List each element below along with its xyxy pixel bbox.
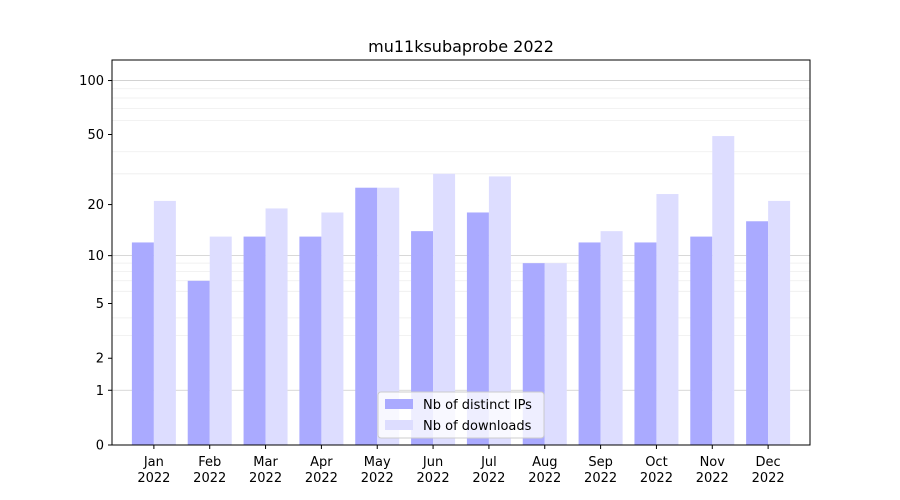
y-tick-label: 100 bbox=[79, 74, 104, 89]
bar bbox=[377, 187, 400, 445]
legend: Nb of distinct IPs Nb of downloads bbox=[377, 391, 545, 439]
bar bbox=[209, 236, 232, 445]
x-tick-label: Dec 2022 bbox=[752, 455, 785, 486]
bar bbox=[433, 173, 456, 446]
bar bbox=[131, 242, 154, 445]
y-tick-label: 2 bbox=[96, 352, 104, 367]
x-tick-label: Jul 2022 bbox=[472, 455, 505, 486]
bar bbox=[187, 280, 210, 445]
bar bbox=[153, 200, 176, 445]
bar bbox=[355, 187, 378, 445]
x-tick-label: Apr 2022 bbox=[305, 455, 338, 486]
bar bbox=[746, 221, 769, 445]
bar bbox=[768, 200, 791, 445]
bar bbox=[578, 242, 601, 445]
x-tick-label: Oct 2022 bbox=[640, 455, 673, 486]
bar bbox=[488, 176, 511, 445]
y-tick-label: 5 bbox=[96, 297, 104, 312]
x-tick-label: Aug 2022 bbox=[528, 455, 561, 486]
chart-title: mu11ksubaprobe 2022 bbox=[368, 37, 554, 56]
y-tick-label: 50 bbox=[87, 128, 104, 143]
legend-label: Nb of distinct IPs bbox=[423, 398, 532, 413]
bar bbox=[466, 212, 489, 445]
y-tick-label: 1 bbox=[96, 384, 104, 399]
bar bbox=[299, 236, 322, 445]
bar bbox=[656, 194, 679, 445]
x-tick-label: Nov 2022 bbox=[696, 455, 729, 486]
x-tick-label: Jun 2022 bbox=[417, 455, 450, 486]
bar bbox=[243, 236, 266, 445]
x-axis: Jan 2022 Feb 2022 Mar 2022 Apr 2022 May 2022 Jun 20… bbox=[137, 445, 785, 486]
y-tick-label: 0 bbox=[96, 439, 104, 454]
bar bbox=[321, 212, 344, 445]
bar bbox=[265, 208, 288, 445]
bar bbox=[690, 236, 713, 445]
legend-box bbox=[377, 391, 545, 439]
bar bbox=[634, 242, 657, 445]
y-tick-label: 20 bbox=[87, 198, 104, 213]
x-tick-label: May 2022 bbox=[361, 455, 394, 486]
x-tick-label: Mar 2022 bbox=[249, 455, 282, 486]
bar bbox=[600, 231, 623, 445]
x-tick-label: Feb 2022 bbox=[193, 455, 226, 486]
x-tick-label: Jan 2022 bbox=[137, 455, 170, 486]
legend-label: Nb of downloads bbox=[423, 419, 532, 434]
y-axis: 0 1 2 5 10 20 50 100 bbox=[79, 74, 112, 454]
y-tick-label: 10 bbox=[87, 249, 104, 264]
x-tick-label: Sep 2022 bbox=[584, 455, 617, 486]
bar bbox=[544, 263, 567, 445]
plot-frame bbox=[111, 59, 811, 446]
bar bbox=[712, 136, 735, 445]
legend-swatch bbox=[385, 420, 413, 430]
legend-swatch bbox=[385, 399, 413, 409]
